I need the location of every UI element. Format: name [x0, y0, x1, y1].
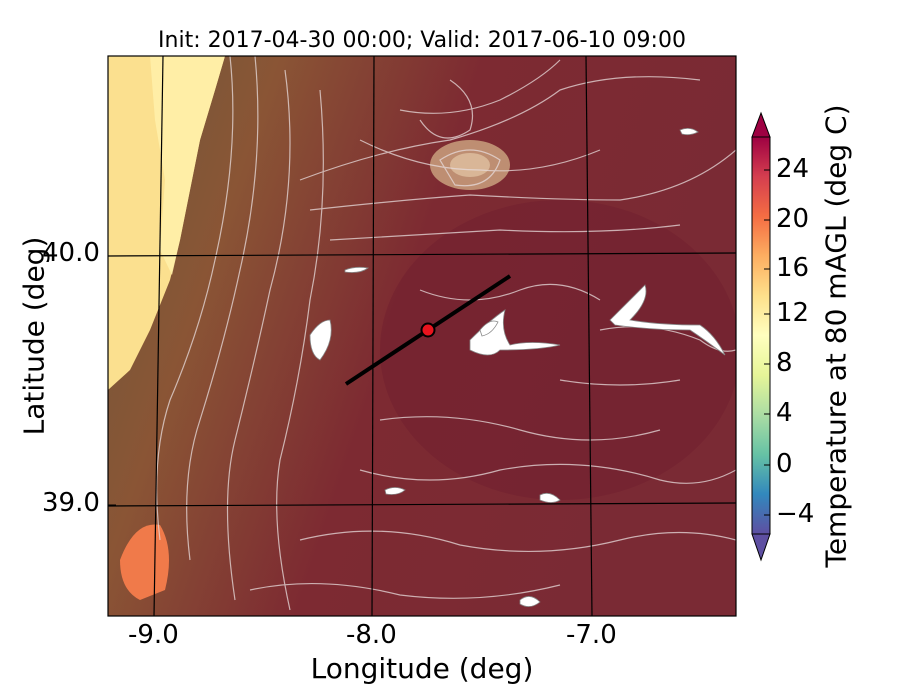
colorbar-extend-max: [751, 111, 771, 138]
plot-frame: [107, 55, 737, 617]
x-tick-label: -9.0: [128, 620, 179, 650]
x-axis-label: Longitude (deg): [310, 652, 534, 685]
map-plot-area: [108, 56, 736, 616]
colorbar-tick-label: 20: [776, 204, 810, 234]
contour-lines: [156, 56, 736, 611]
colorbar-tick-label: 12: [776, 298, 810, 328]
axis-ticks: [108, 255, 593, 616]
colorbar-tick-label: 24: [776, 154, 810, 184]
cold-pockets: [309, 128, 726, 607]
map-title: Init: 2017-04-30 00:00; Valid: 2017-06-1…: [158, 28, 686, 53]
colorbar-tick-label: 0: [776, 449, 793, 479]
x-tick-label: -7.0: [566, 620, 617, 650]
colorbar-tick-label: 8: [776, 348, 793, 378]
x-tick-label: -8.0: [346, 620, 397, 650]
y-tick-label: 40.0: [42, 238, 100, 268]
colorbar-tick-label: −4: [776, 499, 815, 529]
colorbar-label: Temperature at 80 mAGL (deg C): [819, 104, 853, 568]
warm-patch: [120, 524, 169, 600]
graticule: [108, 56, 736, 616]
ocean-area-light: [150, 56, 225, 275]
colorbar-extend-min: [751, 533, 771, 562]
colorbar-tick-label: 16: [776, 253, 810, 283]
location-marker[interactable]: [420, 322, 436, 338]
colorbar: [751, 111, 771, 562]
colorbar-tick-label: 4: [776, 398, 793, 428]
colorbar-scale: [752, 137, 770, 534]
y-tick-label: 39.0: [42, 488, 100, 518]
